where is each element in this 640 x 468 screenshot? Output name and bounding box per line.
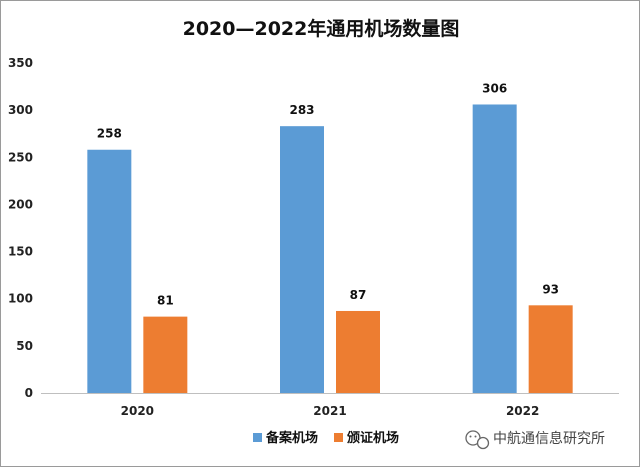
x-tick-label: 2020	[121, 404, 154, 418]
data-label: 87	[350, 288, 367, 302]
y-tick-label: 50	[16, 339, 33, 353]
y-tick-label: 200	[8, 197, 33, 211]
bar	[528, 305, 573, 393]
data-label: 306	[482, 81, 507, 95]
bar	[143, 316, 188, 393]
data-label: 283	[289, 103, 314, 117]
watermark-text: 中航通信息研究所	[493, 430, 605, 447]
bar	[280, 126, 324, 394]
bars: 258 81 283 87 306 93	[87, 81, 573, 394]
x-tick-label: 2022	[506, 404, 539, 418]
bar	[472, 104, 517, 393]
y-tick-label: 0	[25, 386, 33, 400]
y-tick-label: 300	[8, 103, 33, 117]
data-label: 93	[542, 282, 559, 296]
chart-title: 2020—2022年通用机场数量图	[183, 17, 460, 40]
y-axis: 0 50 100 150 200 250 300 350	[8, 56, 33, 400]
bar	[87, 149, 132, 393]
legend-label: 颁证机场	[347, 430, 399, 446]
y-tick-label: 150	[8, 245, 33, 259]
wechat-icon	[465, 430, 490, 450]
y-tick-label: 350	[8, 56, 33, 70]
y-tick-label: 100	[8, 292, 33, 306]
bar	[336, 310, 380, 393]
legend-swatch	[253, 433, 262, 442]
data-label: 81	[157, 294, 174, 308]
legend-label: 备案机场	[265, 430, 318, 446]
x-axis: 2020 2021 2022	[41, 393, 619, 418]
x-tick-label: 2021	[313, 404, 346, 418]
legend-swatch	[334, 433, 343, 442]
watermark: 中航通信息研究所	[465, 430, 605, 450]
data-label: 258	[97, 127, 122, 141]
y-tick-label: 250	[8, 150, 33, 164]
legend: 备案机场 颁证机场	[253, 430, 399, 446]
